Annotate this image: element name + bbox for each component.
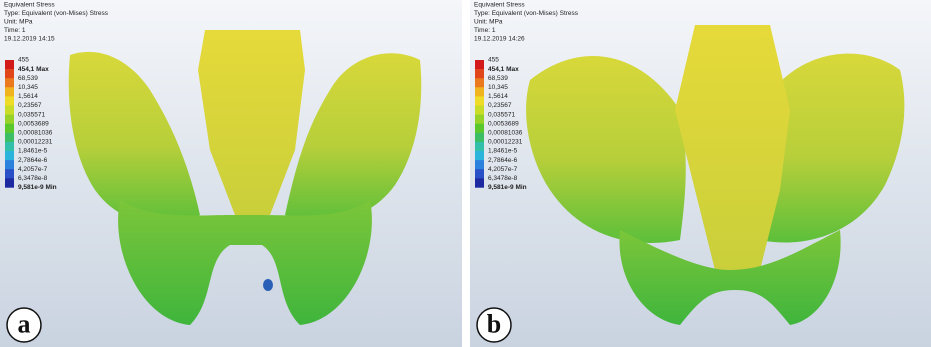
legend-label: 1,5614 (18, 93, 38, 100)
legend-label: 0,0053689 (18, 120, 49, 127)
legend-label: 9,581e-9 Min (488, 184, 527, 191)
legend-swatch (475, 96, 484, 105)
legend-label: 6,3478e-8 (488, 175, 518, 182)
header-text: 19.12.2019 14:26 (474, 36, 525, 43)
legend-swatch (475, 124, 484, 133)
legend-label: 455 (18, 57, 29, 64)
header-text: Type: Equivalent (von-Mises) Stress (4, 10, 109, 17)
legend-label: 0,00081036 (18, 130, 53, 137)
legend-swatch (5, 96, 14, 105)
legend-label: 1,8461e-5 (488, 148, 518, 155)
header-text: Unit: MPa (474, 19, 503, 26)
legend-swatch (5, 178, 14, 187)
legend-label: 454,1 Max (18, 66, 49, 73)
legend-swatch (5, 169, 14, 178)
legend-label: 0,23567 (18, 102, 42, 109)
legend-swatch (5, 124, 14, 133)
legend-label: 4,2057e-7 (488, 166, 518, 173)
header-text: Unit: MPa (4, 19, 33, 26)
legend-swatch (475, 160, 484, 169)
legend-swatch (475, 178, 484, 187)
legend-label: 0,0053689 (488, 120, 519, 127)
legend-swatch (5, 151, 14, 160)
legend-swatch (5, 78, 14, 87)
legend-swatch (475, 60, 484, 69)
header-text: Equivalent Stress (4, 2, 55, 9)
legend-swatch (5, 160, 14, 169)
legend-swatch (475, 69, 484, 78)
legend-swatch (5, 87, 14, 96)
legend-swatch (475, 87, 484, 96)
figure: Equivalent StressType: Equivalent (von-M… (0, 0, 931, 347)
legend-label: 68,539 (488, 75, 508, 82)
coccyx-tip (263, 279, 273, 291)
legend-label: 10,345 (488, 84, 508, 91)
header-text: 19.12.2019 14:15 (4, 36, 55, 43)
header-text: Equivalent Stress (474, 2, 525, 9)
legend-label: 455 (488, 57, 499, 64)
legend-swatch (5, 115, 14, 124)
legend-label: 1,5614 (488, 93, 508, 100)
legend-swatch (5, 106, 14, 115)
legend-swatch (5, 69, 14, 78)
legend-swatch (475, 115, 484, 124)
legend-swatch (475, 169, 484, 178)
legend-swatch (5, 133, 14, 142)
legend-label: 0,00081036 (488, 130, 523, 137)
legend-label: 0,00012231 (488, 139, 523, 146)
legend-label: 4,2057e-7 (18, 166, 48, 173)
legend-swatch (475, 151, 484, 160)
header-text: Time: 1 (474, 27, 496, 34)
legend-swatch (475, 106, 484, 115)
legend-label: 6,3478e-8 (18, 175, 48, 182)
legend-swatch (5, 60, 14, 69)
legend-label: 9,581e-9 Min (18, 184, 57, 191)
legend-swatch (475, 142, 484, 151)
header-text: Time: 1 (4, 27, 26, 34)
legend-label: 2,7864e-6 (18, 157, 48, 164)
legend-label: 2,7864e-6 (488, 157, 518, 164)
legend-label: 10,345 (18, 84, 38, 91)
legend-label: 0,00012231 (18, 139, 53, 146)
header-text: Type: Equivalent (von-Mises) Stress (474, 10, 579, 17)
legend-label: 68,539 (18, 75, 38, 82)
legend-swatch (475, 78, 484, 87)
panel-label: a (18, 310, 31, 339)
legend-swatch (475, 133, 484, 142)
legend-label: 0,035571 (488, 111, 515, 118)
legend-label: 1,8461e-5 (18, 148, 48, 155)
legend-label: 454,1 Max (488, 66, 519, 73)
legend-label: 0,23567 (488, 102, 512, 109)
legend-swatch (5, 142, 14, 151)
legend-label: 0,035571 (18, 111, 45, 118)
panel-label: b (487, 310, 501, 339)
